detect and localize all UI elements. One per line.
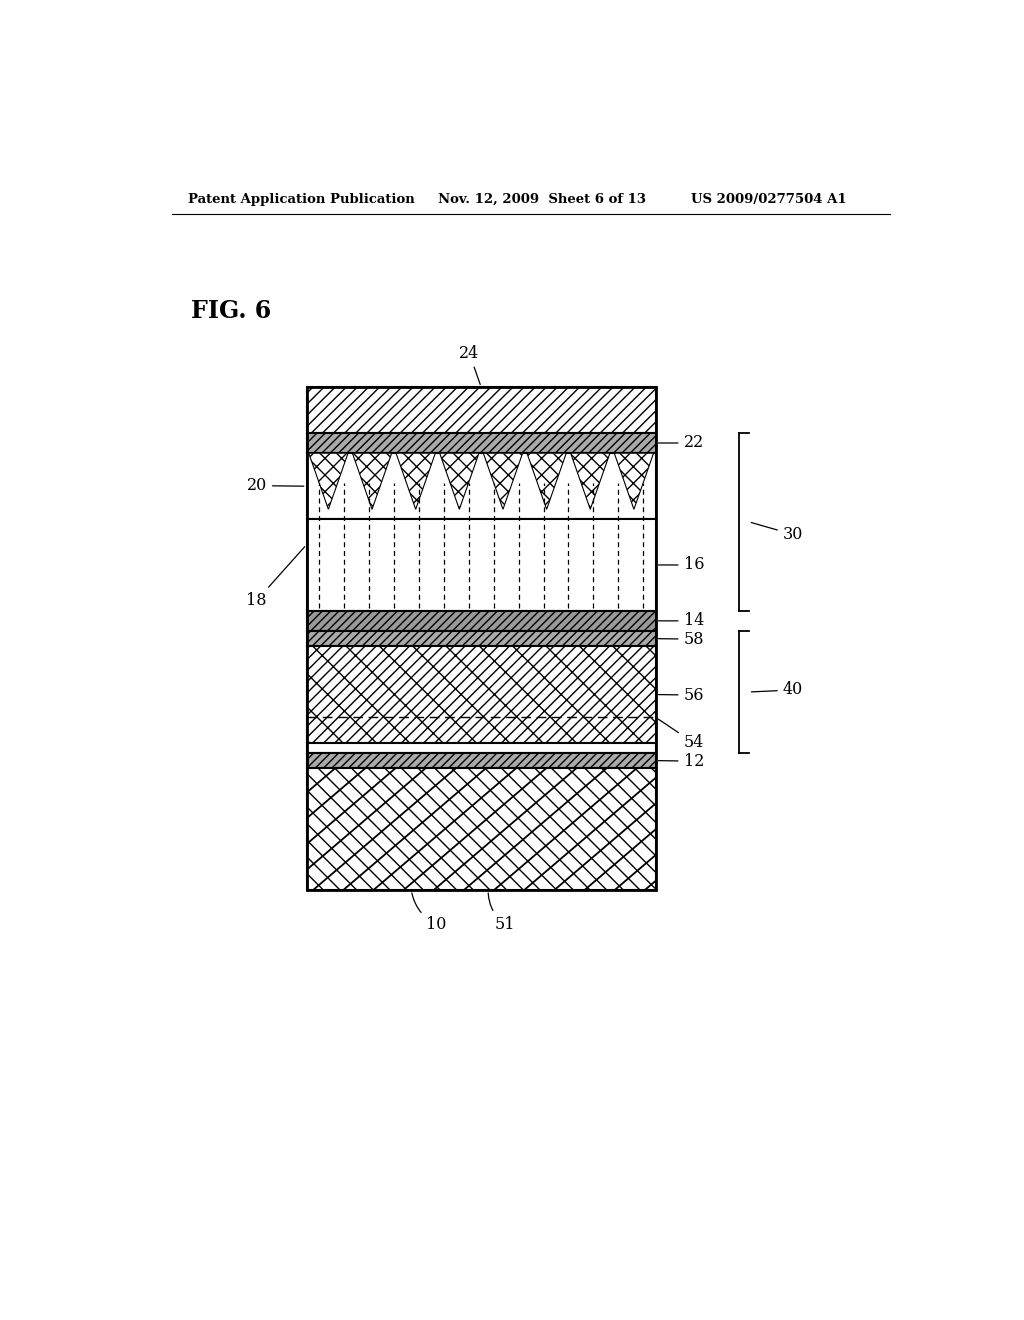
Text: 24: 24: [459, 345, 480, 384]
Text: 51: 51: [488, 894, 515, 933]
Polygon shape: [570, 453, 610, 510]
Polygon shape: [352, 453, 391, 510]
Polygon shape: [439, 453, 479, 510]
Bar: [306, 631, 655, 647]
Bar: [306, 611, 655, 631]
Bar: [306, 433, 655, 453]
Bar: [306, 453, 655, 519]
Polygon shape: [309, 453, 348, 510]
Text: 30: 30: [752, 523, 803, 543]
Polygon shape: [614, 453, 653, 510]
Bar: [306, 768, 655, 890]
Text: 18: 18: [247, 546, 305, 609]
Polygon shape: [527, 453, 566, 510]
Polygon shape: [396, 453, 435, 510]
Text: 22: 22: [658, 434, 703, 451]
Text: US 2009/0277504 A1: US 2009/0277504 A1: [691, 193, 847, 206]
Text: 40: 40: [752, 681, 803, 698]
Text: 58: 58: [658, 631, 705, 648]
Text: 20: 20: [247, 478, 304, 494]
Bar: [306, 752, 655, 768]
Bar: [306, 519, 655, 611]
Text: FIG. 6: FIG. 6: [191, 298, 271, 323]
Bar: [306, 647, 655, 743]
Text: 56: 56: [658, 686, 705, 704]
Bar: [306, 387, 655, 890]
Text: 54: 54: [658, 719, 703, 751]
Polygon shape: [483, 453, 522, 510]
Bar: [306, 387, 655, 433]
Text: Nov. 12, 2009  Sheet 6 of 13: Nov. 12, 2009 Sheet 6 of 13: [437, 193, 645, 206]
Text: 10: 10: [412, 892, 446, 933]
Text: 14: 14: [658, 612, 703, 630]
Text: 16: 16: [658, 557, 705, 573]
Bar: [306, 743, 655, 752]
Text: Patent Application Publication: Patent Application Publication: [187, 193, 415, 206]
Text: 12: 12: [658, 752, 703, 770]
